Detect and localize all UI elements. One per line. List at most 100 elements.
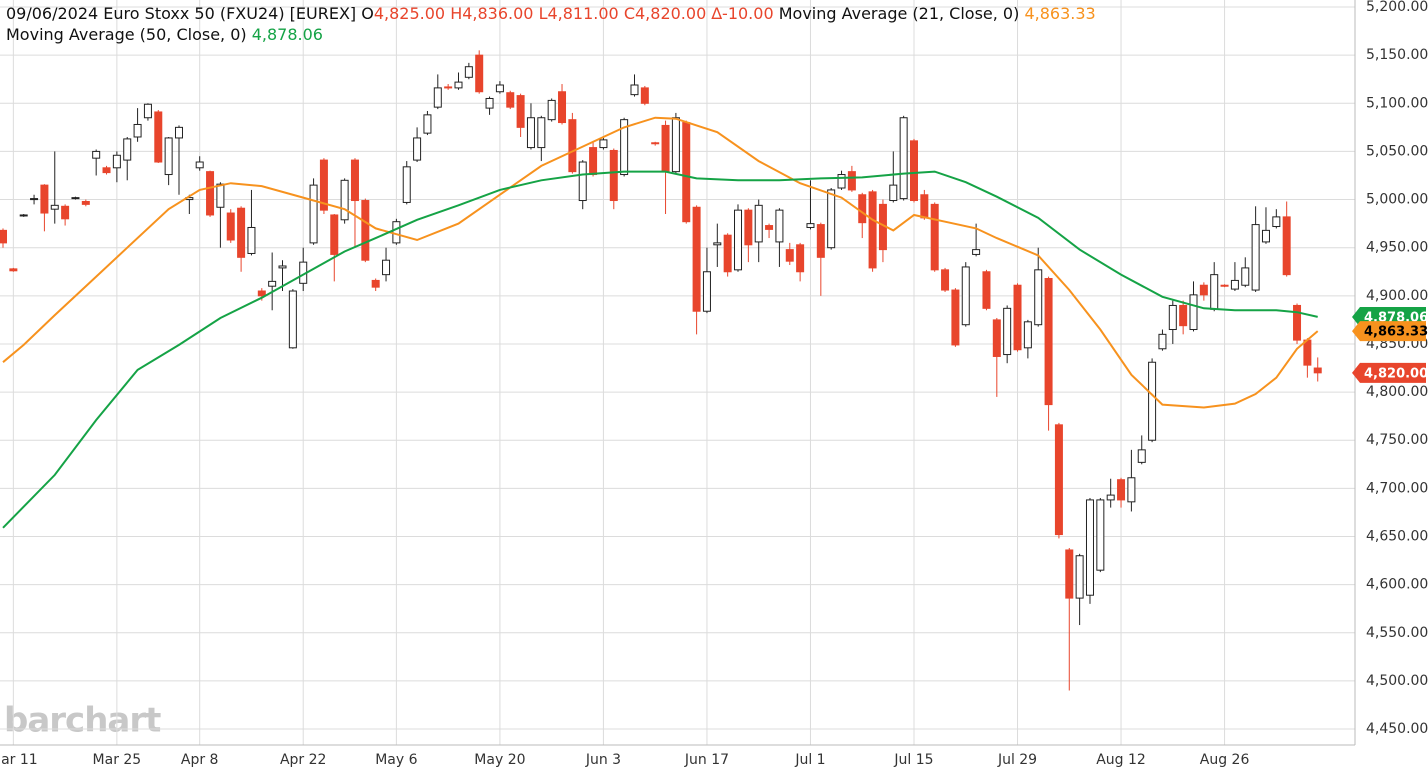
candle-body (71, 197, 80, 200)
candle-body (330, 214, 339, 255)
candle-body (847, 171, 856, 191)
candle-body (734, 209, 743, 271)
candle-body (1096, 499, 1105, 571)
candle-body (226, 212, 235, 241)
candle-body (599, 139, 608, 149)
candle-body (237, 207, 246, 258)
candle-body (506, 92, 515, 108)
candle-body (454, 81, 463, 89)
candle-body (350, 159, 359, 202)
candle-body (796, 244, 805, 273)
candle-body (941, 269, 950, 291)
candle-body (1127, 477, 1136, 503)
candle-body (112, 154, 121, 169)
candle-body (423, 114, 432, 134)
candle-body (402, 166, 411, 203)
candle-body (692, 206, 701, 312)
y-tick-label: 4,800.00 (1366, 384, 1428, 400)
candle-body (9, 268, 18, 272)
candle-body (1210, 274, 1219, 310)
candle-body (992, 319, 1001, 357)
candle-body (609, 149, 618, 202)
y-tick-label: 5,100.00 (1366, 95, 1428, 111)
x-tick-label: May 20 (474, 752, 525, 768)
x-tick-label: Aug 26 (1200, 752, 1250, 768)
header: 09/06/2024 Euro Stoxx 50 (FXU24) [EUREX]… (6, 3, 1096, 45)
candle-body (288, 290, 297, 349)
candle-body (19, 214, 28, 217)
candle-body (961, 266, 970, 326)
header-line: Moving Average (50, Close, 0) 4,878.06 (6, 24, 1096, 45)
candle-body (61, 205, 70, 220)
candle-body (1220, 284, 1229, 287)
ma-value: 4,863.33 (1024, 4, 1096, 23)
candle-body (1199, 284, 1208, 296)
price-badge (1352, 362, 1426, 383)
candle-body (837, 174, 846, 189)
candle-body (702, 271, 711, 312)
candle-body (640, 87, 649, 104)
candle-body (589, 147, 598, 176)
candle-body (319, 159, 328, 211)
candle-body (1013, 284, 1022, 351)
candle-body (92, 150, 101, 159)
candle-body (775, 209, 784, 243)
candle-body (889, 184, 898, 202)
candle-body (578, 161, 587, 202)
candle-body (1303, 339, 1312, 366)
price-badge-label: 4,863.33 (1364, 325, 1428, 340)
candle-body (174, 126, 183, 139)
x-tick-label: Jul 15 (893, 752, 933, 768)
candle-body (723, 234, 732, 273)
candle-body (361, 200, 370, 261)
candle-body (537, 117, 546, 149)
x-tick-label: May 6 (375, 752, 417, 768)
candle-body (899, 117, 908, 200)
candle-body (1251, 224, 1260, 291)
header-line: 09/06/2024 Euro Stoxx 50 (FXU24) [EUREX]… (6, 3, 1096, 24)
candle-body (1179, 304, 1188, 327)
candle-body (81, 200, 90, 205)
y-tick-label: 4,750.00 (1366, 432, 1428, 448)
y-tick-label: 4,450.00 (1366, 721, 1428, 737)
x-tick-label: Aug 12 (1096, 752, 1146, 768)
y-tick-label: 4,900.00 (1366, 288, 1428, 304)
change-value: ∆-10.00 (711, 4, 774, 23)
candle-body (1282, 216, 1291, 276)
candle-body (858, 194, 867, 224)
candle-body (754, 204, 763, 243)
candle-body (247, 226, 256, 254)
y-tick-label: 4,700.00 (1366, 480, 1428, 496)
watermark: barchart (4, 701, 161, 741)
x-tick-label: Apr 22 (280, 752, 326, 768)
candle-body (785, 249, 794, 262)
y-tick-label: 4,950.00 (1366, 240, 1428, 256)
x-tick-label: Jul 29 (997, 752, 1037, 768)
candle-body (1075, 555, 1084, 599)
y-tick-label: 5,150.00 (1366, 47, 1428, 63)
candle-body (1230, 279, 1239, 290)
candle-body (278, 265, 287, 269)
candle-body (909, 140, 918, 202)
open-prefix: O (361, 4, 374, 23)
candle-body (1158, 333, 1167, 350)
candle-body (1148, 361, 1157, 441)
candle-body (309, 184, 318, 244)
candle-body (1137, 449, 1146, 463)
y-tick-label: 5,000.00 (1366, 192, 1428, 208)
candle-body (816, 224, 825, 258)
candle-body (930, 203, 939, 271)
candle-body (1313, 367, 1322, 374)
candle-body (1003, 307, 1012, 356)
candle-body (1106, 494, 1115, 501)
x-tick-label: Jun 3 (585, 752, 621, 768)
candle-body (206, 171, 215, 216)
moving-average-line (2, 116, 1319, 409)
candle-body (951, 289, 960, 346)
candle-body (651, 142, 660, 145)
candle-body (216, 183, 225, 208)
candle-body (475, 54, 484, 93)
candle-body (30, 198, 39, 201)
candle-body (444, 86, 453, 89)
